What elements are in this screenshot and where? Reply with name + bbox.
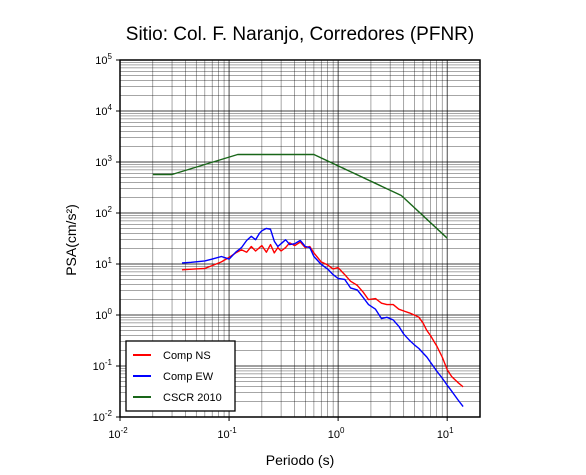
- x-tick-label: 10-2: [108, 426, 128, 441]
- series-line-2: [181, 227, 464, 408]
- legend-label: Comp EW: [163, 371, 214, 383]
- x-tick-label: 10-1: [217, 426, 237, 441]
- y-tick-label: 10-1: [93, 358, 113, 373]
- series-line-3: [152, 153, 448, 239]
- x-tick-label: 100: [328, 426, 345, 441]
- y-tick-label: 104: [95, 103, 112, 118]
- legend-label: CSCR 2010: [163, 392, 222, 404]
- y-tick-label: 102: [95, 205, 112, 220]
- y-axis-label: PSA(cm/s²): [63, 204, 79, 276]
- series-line-1: [181, 241, 464, 388]
- y-tick-label: 100: [95, 307, 112, 322]
- legend: Comp NS Comp EW CSCR 2010: [125, 340, 236, 412]
- y-tick-label: 10-2: [93, 409, 113, 424]
- y-tick-label: 103: [95, 154, 112, 169]
- y-tick-label: 105: [95, 52, 112, 67]
- chart-title: Sitio: Col. F. Naranjo, Corredores (PFNR…: [126, 24, 474, 45]
- x-tick-labels: 10-2 10-1 100 101: [108, 417, 454, 441]
- grid: [119, 59, 481, 418]
- series-lines: [152, 153, 464, 408]
- x-tick-label: 101: [437, 426, 454, 441]
- x-axis-label: Periodo (s): [266, 452, 334, 468]
- y-tick-labels: 10-2 10-1 100 101 102 103 104 105: [93, 52, 120, 424]
- plot-frame: [119, 59, 481, 418]
- legend-label: Comp NS: [163, 350, 211, 362]
- y-tick-label: 101: [95, 256, 112, 271]
